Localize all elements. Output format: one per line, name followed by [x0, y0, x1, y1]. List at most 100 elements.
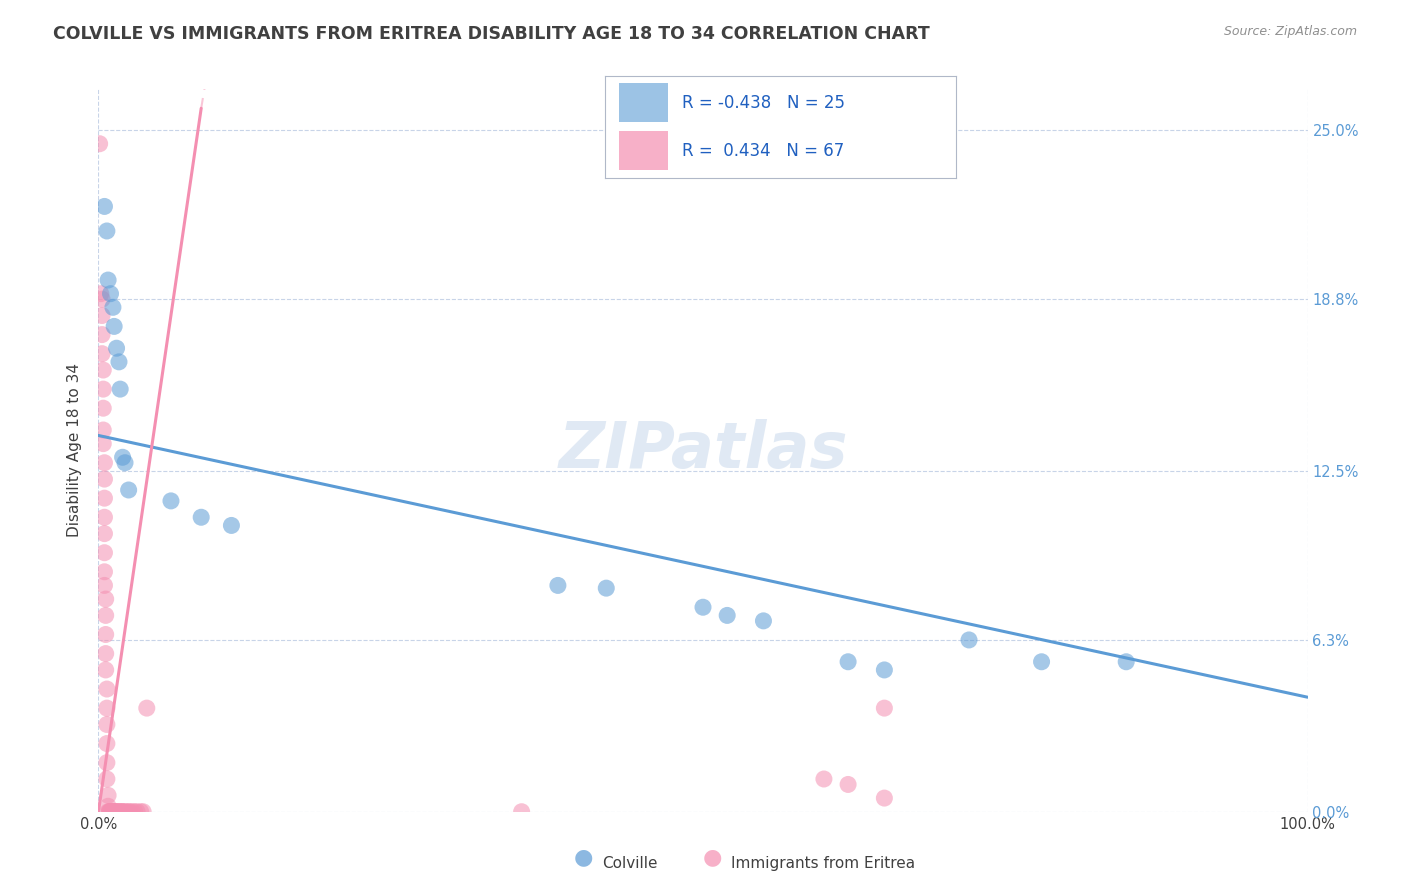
- Point: [91, 327, 114, 342]
- Point: [100, 805, 122, 819]
- Point: [101, 805, 124, 819]
- Point: [118, 483, 141, 497]
- Point: [110, 805, 132, 819]
- Point: [716, 608, 738, 623]
- Point: [103, 805, 125, 819]
- Point: [93, 578, 115, 592]
- Point: [94, 647, 117, 661]
- Point: [547, 578, 569, 592]
- Point: [121, 805, 143, 819]
- Point: [108, 355, 131, 369]
- Point: [111, 805, 134, 819]
- Point: [813, 772, 835, 786]
- Text: R =  0.434   N = 67: R = 0.434 N = 67: [682, 142, 844, 160]
- Point: [105, 805, 128, 819]
- Point: [93, 565, 115, 579]
- Point: [129, 805, 152, 819]
- Text: Colville: Colville: [602, 856, 657, 871]
- Point: [94, 592, 117, 607]
- Text: R = -0.438   N = 25: R = -0.438 N = 25: [682, 94, 845, 112]
- Point: [108, 805, 131, 819]
- Point: [94, 663, 117, 677]
- Point: [160, 494, 183, 508]
- Point: [105, 805, 128, 819]
- Point: [1031, 655, 1053, 669]
- Point: [100, 805, 122, 819]
- Text: Immigrants from Eritrea: Immigrants from Eritrea: [731, 856, 915, 871]
- Point: [107, 805, 129, 819]
- Y-axis label: Disability Age 18 to 34: Disability Age 18 to 34: [67, 363, 83, 538]
- Point: [101, 301, 124, 315]
- Point: [190, 510, 212, 524]
- Point: [97, 273, 120, 287]
- Point: [873, 701, 896, 715]
- Text: Source: ZipAtlas.com: Source: ZipAtlas.com: [1223, 25, 1357, 38]
- Bar: [619, 131, 668, 170]
- Point: [96, 224, 118, 238]
- Point: [100, 805, 122, 819]
- Point: [91, 436, 114, 450]
- Point: [114, 805, 136, 819]
- Point: [96, 717, 118, 731]
- Point: [100, 805, 122, 819]
- Point: [132, 805, 155, 819]
- Point: [118, 805, 141, 819]
- Point: [93, 510, 115, 524]
- Point: [957, 632, 980, 647]
- Point: [108, 382, 131, 396]
- Point: [118, 805, 141, 819]
- Point: [96, 756, 118, 770]
- Point: [96, 681, 118, 696]
- Point: [90, 286, 112, 301]
- Point: [91, 346, 114, 360]
- Point: [91, 401, 114, 416]
- Point: [595, 581, 617, 595]
- Point: [104, 805, 127, 819]
- Point: [96, 737, 118, 751]
- Point: [103, 319, 125, 334]
- Point: [93, 546, 115, 560]
- Text: COLVILLE VS IMMIGRANTS FROM ERITREA DISABILITY AGE 18 TO 34 CORRELATION CHART: COLVILLE VS IMMIGRANTS FROM ERITREA DISA…: [53, 25, 931, 43]
- Point: [91, 423, 114, 437]
- Point: [127, 805, 149, 819]
- Point: [101, 805, 124, 819]
- Point: [103, 805, 125, 819]
- Point: [89, 136, 111, 151]
- Text: ●: ●: [574, 847, 593, 867]
- Text: ●: ●: [703, 847, 723, 867]
- Point: [873, 791, 896, 805]
- Point: [93, 526, 115, 541]
- Point: [105, 341, 128, 355]
- Point: [93, 491, 115, 505]
- Point: [111, 805, 134, 819]
- Point: [96, 772, 118, 786]
- Point: [135, 701, 157, 715]
- Point: [752, 614, 775, 628]
- Point: [91, 382, 114, 396]
- Point: [91, 363, 114, 377]
- Point: [98, 805, 121, 819]
- Point: [692, 600, 714, 615]
- Point: [98, 805, 121, 819]
- Point: [1115, 655, 1137, 669]
- Point: [97, 789, 120, 803]
- Point: [100, 805, 122, 819]
- Point: [93, 472, 115, 486]
- Point: [94, 608, 117, 623]
- Point: [837, 655, 859, 669]
- Point: [124, 805, 146, 819]
- Point: [93, 199, 115, 213]
- Point: [97, 805, 120, 819]
- Point: [97, 799, 120, 814]
- Bar: [619, 83, 668, 122]
- Point: [221, 518, 243, 533]
- Point: [111, 450, 134, 465]
- Point: [94, 627, 117, 641]
- Point: [510, 805, 533, 819]
- Point: [115, 805, 138, 819]
- Point: [91, 292, 114, 306]
- Point: [108, 805, 131, 819]
- Point: [837, 777, 859, 791]
- Point: [114, 456, 136, 470]
- Point: [96, 701, 118, 715]
